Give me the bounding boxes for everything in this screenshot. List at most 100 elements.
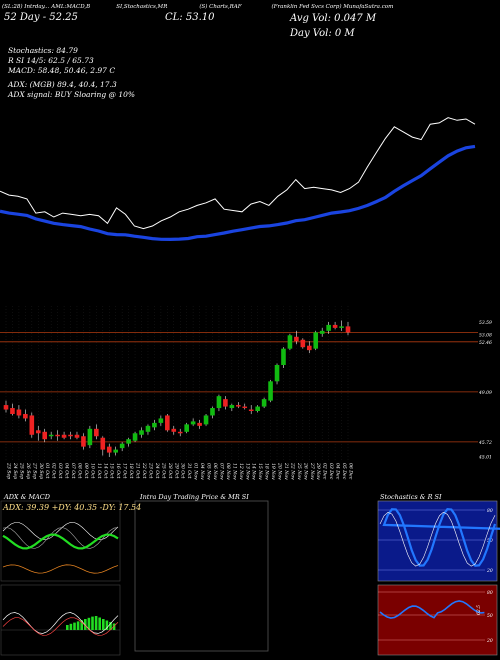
- day-volume: Day Vol: 0 M: [290, 28, 355, 39]
- candle-body: [184, 424, 189, 432]
- candle-body: [319, 330, 325, 334]
- x-axis-date-label: 29 Oct: [173, 462, 179, 479]
- adx-macd-title: ADX & MACD: [4, 493, 50, 501]
- macd-histogram-bar: [87, 617, 91, 630]
- candle-body: [23, 413, 28, 419]
- x-axis-date-label: 05 Nov: [206, 463, 212, 480]
- rsi-value-label: 62.5: [476, 605, 482, 615]
- adx-signal-line: [2, 564, 119, 574]
- x-axis-date-label: 07 Oct: [70, 463, 76, 479]
- x-axis-date-label: 09 Oct: [83, 463, 89, 479]
- candle-body: [203, 415, 209, 425]
- candle-body: [268, 381, 273, 401]
- x-axis-date-label: 21 Oct: [135, 462, 141, 479]
- rsi-level-label: 80: [487, 590, 493, 596]
- adx-panel-frame: [0, 500, 121, 582]
- price-level-label: 53.59: [479, 320, 492, 326]
- x-axis-date-label: 26 Sep: [25, 462, 31, 479]
- x-axis-date-label: 13 Nov: [244, 463, 250, 480]
- x-axis-date-label: 15 Nov: [257, 463, 263, 480]
- x-axis-date-label: 25 Oct: [160, 462, 166, 479]
- x-axis-date-label: 28 Oct: [167, 462, 173, 479]
- moving-average-line: [0, 144, 476, 242]
- macd-histogram-bar: [66, 625, 69, 630]
- candle-body: [139, 430, 144, 435]
- candle-body: [197, 422, 202, 426]
- x-axis-date-label: 24 Sep: [12, 462, 18, 479]
- candle-body: [248, 409, 254, 412]
- stochastics-stat: Stochastics: 84.79: [8, 46, 78, 55]
- candle-body: [126, 439, 131, 444]
- candle-body: [261, 399, 267, 407]
- candle-body: [55, 434, 60, 437]
- x-axis-date-label: 03 Oct: [57, 463, 63, 479]
- avg-volume: Avg Vol: 0.047 M: [290, 13, 377, 24]
- x-axis-date-label: 25 Sep: [18, 462, 24, 479]
- x-axis-date-label: 22 Nov: [289, 462, 295, 480]
- x-axis-date-label: 16 Oct: [115, 463, 121, 479]
- candle-body: [339, 326, 344, 328]
- candle-body: [332, 324, 338, 328]
- macd-histogram-bar: [109, 622, 112, 630]
- price-level-label: 52.46: [479, 340, 492, 346]
- x-axis-date-label: 14 Oct: [102, 463, 108, 479]
- candle-body: [42, 431, 48, 440]
- macd-histogram-bar: [73, 622, 76, 630]
- header-item-4: (S) Charts,RAF: [199, 4, 242, 10]
- price-level-label: 45.72: [478, 440, 492, 446]
- x-axis-date-label: 11 Oct: [96, 463, 102, 479]
- x-axis-date-label: 30 Sep: [38, 463, 44, 479]
- candle-body: [94, 428, 99, 437]
- candle-body: [313, 332, 319, 349]
- rsi-level-label: 50: [487, 613, 493, 619]
- candle-body: [300, 339, 306, 348]
- x-axis-date-label: 20 Nov: [277, 462, 283, 480]
- candle-body: [242, 406, 248, 409]
- x-axis-date-label: 27 Nov: [309, 462, 315, 480]
- candle-body: [152, 422, 157, 428]
- x-axis-date-label: 15 Oct: [109, 463, 115, 479]
- x-axis-date-label: 18 Nov: [264, 463, 270, 480]
- stochastics-panel: [377, 500, 498, 582]
- macd-stat: MACD: 58.48, 50.46, 2.97 C: [8, 66, 116, 75]
- candle-body: [106, 446, 112, 453]
- header-item-1: (SL:28) Intrday...: [2, 4, 50, 10]
- candle-body: [326, 324, 331, 331]
- candle-body: [16, 409, 22, 416]
- candle-body: [119, 443, 125, 449]
- x-axis-date-label: 10 Oct: [89, 463, 95, 479]
- stochastics-level-label: 80: [487, 508, 493, 514]
- day-range: 52 Day - 52.25: [4, 12, 78, 23]
- candle-body: [190, 421, 196, 425]
- x-axis-date-label: 27 Sep: [31, 462, 37, 479]
- price-level-label: 45.01: [478, 454, 492, 460]
- candle-body: [29, 415, 35, 435]
- x-axis-date-label: 07 Nov: [218, 463, 224, 480]
- header-item-5: (Franklin Fed Svcs Corp) MunafaSutra.com: [271, 4, 394, 10]
- candle-body: [274, 364, 280, 382]
- intraday-title: Intra Day Trading Price & MR SI: [140, 493, 249, 501]
- candle-body: [281, 348, 286, 365]
- candle-body: [68, 434, 73, 437]
- x-axis-date-label: 12 Nov: [238, 463, 244, 480]
- rsi-panel: [377, 584, 498, 656]
- x-axis-date-label: 23 Sep: [6, 462, 12, 479]
- candle-body: [287, 335, 293, 349]
- candle-body: [294, 336, 299, 342]
- candle-body: [81, 436, 86, 447]
- macd-histogram-bar: [98, 617, 101, 630]
- macd-histogram-bar: [91, 616, 94, 630]
- x-axis-date-label: 31 Oct: [186, 463, 192, 479]
- candle-body: [229, 405, 235, 409]
- x-axis-date-label: 18 Oct: [128, 463, 134, 479]
- x-axis-date-label: 21 Nov: [283, 462, 289, 480]
- x-axis-date-label: 11 Nov: [231, 463, 237, 480]
- candle-body: [48, 434, 54, 437]
- macd-histogram-bar: [112, 623, 116, 630]
- candle-body: [236, 405, 241, 407]
- header-item-2: AML:MACD,B: [51, 4, 91, 10]
- adx-plus-di-line: [2, 522, 119, 540]
- adx-line: [2, 533, 119, 550]
- price-line: [0, 117, 476, 230]
